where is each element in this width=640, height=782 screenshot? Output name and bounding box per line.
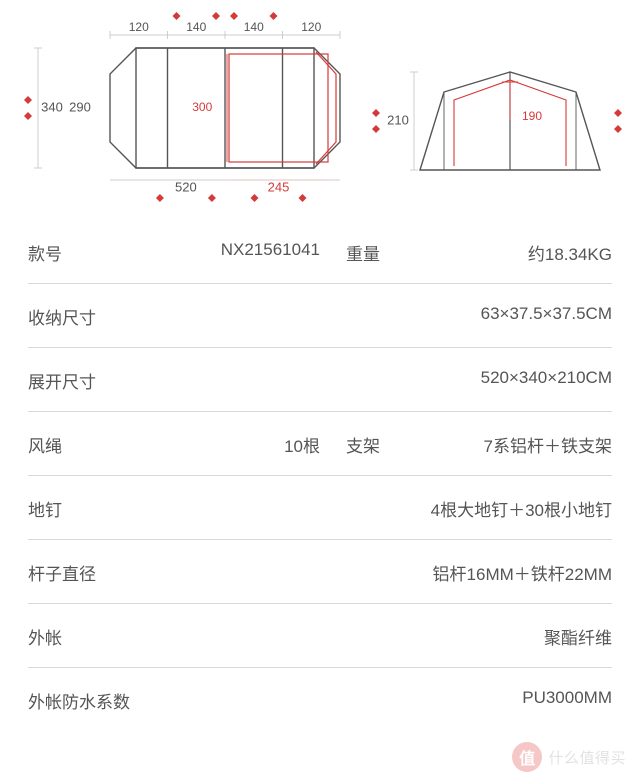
spec-value: 4根大地钉＋30根小地钉 [118, 496, 612, 521]
spec-value: NX21561041 [88, 240, 320, 265]
spec-value: 520×340×210CM [118, 368, 612, 393]
spec-label: 重量 [346, 240, 406, 265]
spec-label: 外帐防水系数 [28, 688, 130, 713]
svg-text:190: 190 [522, 109, 542, 123]
spec-value: PU3000MM [130, 688, 612, 713]
spec-value: 7系铝杆＋铁支架 [406, 432, 612, 457]
spec-value: 约18.34KG [406, 240, 612, 265]
watermark: 值 什么值得买 [512, 742, 626, 772]
svg-text:520: 520 [175, 179, 197, 194]
watermark-badge-icon: 值 [512, 742, 542, 772]
svg-text:245: 245 [268, 179, 290, 194]
spec-row: 收纳尺寸 63×37.5×37.5CM [28, 284, 612, 348]
svg-text:120: 120 [301, 20, 321, 34]
spec-row: 展开尺寸 520×340×210CM [28, 348, 612, 412]
spec-label: 地钉 [28, 496, 118, 521]
svg-text:120: 120 [129, 20, 149, 34]
spec-label: 展开尺寸 [28, 368, 118, 393]
svg-text:290: 290 [69, 99, 91, 114]
svg-text:340: 340 [41, 99, 63, 114]
spec-label: 支架 [346, 432, 406, 457]
svg-text:140: 140 [186, 20, 206, 34]
spec-row: 款号 NX21561041 重量 约18.34KG [28, 220, 612, 284]
spec-table: 款号 NX21561041 重量 约18.34KG 收纳尺寸 63×37.5×3… [0, 220, 640, 731]
spec-label: 外帐 [28, 624, 118, 649]
spec-label: 收纳尺寸 [28, 304, 118, 329]
watermark-text: 什么值得买 [548, 747, 626, 768]
tent-dimension-diagram: 120 140 140 120 300 340 290 520 245 210 190 [0, 0, 640, 220]
spec-label: 风绳 [28, 432, 88, 457]
spec-label: 杆子直径 [28, 560, 118, 585]
spec-row: 外帐 聚酯纤维 [28, 604, 612, 668]
spec-value: 聚酯纤维 [118, 624, 612, 649]
svg-text:300: 300 [192, 100, 212, 114]
spec-value: 10根 [88, 432, 320, 457]
spec-row: 杆子直径 铝杆16MM＋铁杆22MM [28, 540, 612, 604]
spec-value: 63×37.5×37.5CM [118, 304, 612, 329]
spec-label: 款号 [28, 240, 88, 265]
spec-row: 外帐防水系数 PU3000MM [28, 668, 612, 731]
spec-row: 风绳 10根 支架 7系铝杆＋铁支架 [28, 412, 612, 476]
spec-row: 地钉 4根大地钉＋30根小地钉 [28, 476, 612, 540]
svg-text:140: 140 [244, 20, 264, 34]
spec-value: 铝杆16MM＋铁杆22MM [118, 560, 612, 585]
svg-text:210: 210 [387, 112, 409, 127]
